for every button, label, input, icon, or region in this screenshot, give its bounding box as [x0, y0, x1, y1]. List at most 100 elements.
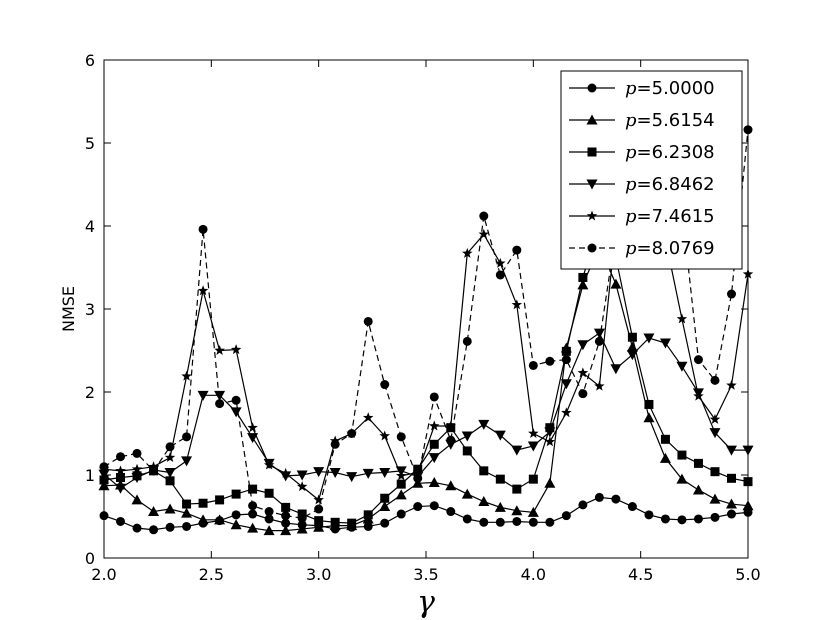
- series-2-point: [610, 278, 622, 289]
- series-2-point: [148, 506, 160, 517]
- x-tick-label: 2.5: [199, 565, 224, 584]
- series-5-point: [230, 344, 242, 355]
- series-1-point: [693, 514, 703, 524]
- series-2-point: [313, 521, 325, 532]
- series-4-point: [511, 445, 523, 456]
- series-3-point: [198, 498, 208, 508]
- legend-marker: [587, 243, 597, 253]
- series-1: [99, 492, 753, 535]
- series-3-point: [495, 474, 505, 484]
- legend-value: =7.4615: [637, 206, 715, 227]
- series-1-point: [611, 494, 621, 504]
- legend-label: p=5.6154: [625, 110, 715, 131]
- series-1-point: [182, 521, 192, 531]
- series-3-point: [561, 346, 571, 356]
- series-5-point: [181, 370, 192, 381]
- series-6-point: [495, 270, 505, 280]
- series-4-point: [362, 468, 374, 479]
- series-4-point: [428, 453, 440, 464]
- series-2-point: [494, 501, 506, 512]
- series-4-point: [346, 472, 358, 483]
- series-6-point: [545, 356, 555, 366]
- series-4-line: [103, 332, 748, 490]
- series-5-point: [726, 379, 737, 390]
- series-4-point: [164, 468, 176, 479]
- legend-label: p=5.0000: [625, 78, 715, 99]
- series-6-point: [215, 399, 225, 409]
- series-5-point: [511, 299, 523, 310]
- series-5-point: [214, 345, 225, 355]
- series-3-point: [215, 495, 225, 505]
- series-5-point: [247, 422, 258, 433]
- series-1-point: [264, 514, 274, 524]
- series-4-point: [676, 361, 688, 372]
- series-1-point: [644, 510, 654, 520]
- series-4-point: [115, 483, 127, 494]
- series-2-point: [478, 496, 490, 507]
- series-3-point: [330, 517, 340, 527]
- series-6-point: [710, 375, 720, 385]
- legend-label: p=7.4615: [625, 206, 715, 227]
- series-3-point: [429, 439, 439, 449]
- x-tick-label: 2.0: [91, 565, 116, 584]
- legend-entry: p=6.8462: [569, 174, 715, 195]
- series-3-point: [281, 502, 291, 512]
- series-6-point: [561, 355, 571, 365]
- series-1-point: [396, 509, 406, 519]
- series-6-point: [347, 429, 357, 438]
- legend-p-symbol: p: [625, 206, 637, 227]
- series-1-point: [429, 501, 439, 511]
- series-3-point: [314, 516, 324, 526]
- series-4-point: [247, 433, 259, 444]
- series-4-point: [197, 390, 209, 401]
- x-tick-label: 4.5: [628, 565, 653, 584]
- series-1-point: [545, 517, 555, 527]
- series-4-point: [230, 407, 242, 418]
- series-6-point: [726, 289, 736, 299]
- series-5-point: [379, 430, 390, 441]
- series-6-point: [281, 511, 291, 521]
- series-1-point: [446, 507, 456, 517]
- series-5-point: [296, 481, 308, 492]
- series-3-point: [248, 484, 258, 494]
- legend-entry: p=5.0000: [569, 78, 715, 99]
- x-tick-label: 3.5: [413, 565, 438, 584]
- series-6-point: [116, 452, 126, 462]
- ticks-layer: 2.0 2.5 3.0 3.5 4.0 4.5 5.0 0 1 2 3 4 5 6: [85, 51, 761, 584]
- series-2-point: [181, 507, 193, 518]
- series-3-point: [182, 499, 192, 509]
- series-3-point: [528, 474, 538, 484]
- series-5-point: [528, 428, 539, 438]
- series-2-point: [280, 525, 292, 536]
- series-3-point: [396, 479, 406, 489]
- series-4-point: [659, 338, 671, 349]
- legend-value: =8.0769: [637, 238, 715, 259]
- series-4-point: [131, 472, 143, 483]
- legend-marker: [586, 114, 598, 125]
- series-1-line: [103, 496, 749, 531]
- series-1-point: [363, 521, 373, 531]
- legend-value: =5.6154: [637, 110, 715, 131]
- x-tick-label: 4.0: [521, 565, 546, 584]
- legend-entry: p=7.4615: [569, 206, 715, 227]
- legend-p-symbol: p: [625, 142, 637, 163]
- series-6-point: [264, 507, 274, 517]
- series-4-point: [709, 428, 721, 439]
- legend-marker: [587, 83, 597, 93]
- legend-entry: p=8.0769: [569, 238, 715, 259]
- series-3-point: [693, 458, 703, 468]
- y-tick-label: 1: [85, 466, 95, 485]
- series-3-point: [116, 472, 126, 482]
- series-3-point: [165, 476, 175, 486]
- series-4-point: [577, 340, 589, 351]
- series-1-point: [710, 512, 720, 522]
- series-4-point: [544, 427, 556, 438]
- legend-value: =6.8462: [637, 174, 715, 195]
- series-3-point: [380, 493, 390, 503]
- series-5-point: [263, 459, 275, 470]
- series-2-point: [197, 514, 209, 525]
- series-4-point: [560, 379, 572, 390]
- series-2-point: [230, 519, 242, 530]
- series-1-point: [413, 502, 423, 512]
- x-tick-label: 3.0: [306, 565, 331, 584]
